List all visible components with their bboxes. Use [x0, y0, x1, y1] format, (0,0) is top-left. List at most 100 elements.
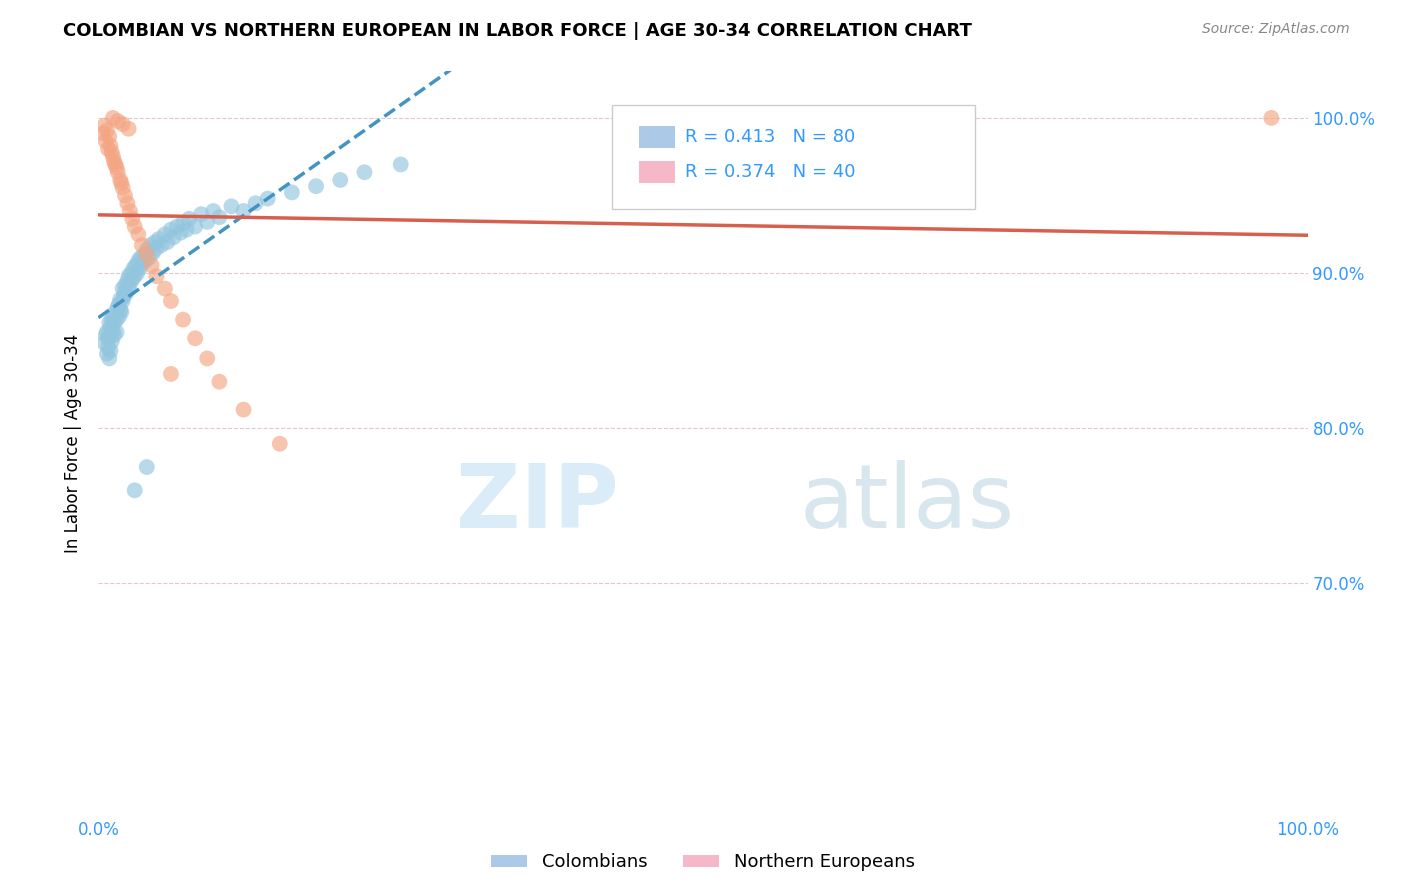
Point: [108, 303, 131, 318]
Point: [97, 331, 120, 345]
Point: [100, 334, 122, 349]
Point: [142, 246, 165, 260]
Point: [121, 272, 143, 286]
Point: [202, 204, 225, 219]
Point: [150, 238, 173, 252]
Point: [103, 316, 125, 330]
Point: [127, 266, 149, 280]
Point: [114, 188, 136, 202]
Point: [190, 207, 212, 221]
Text: atlas: atlas: [800, 460, 1015, 547]
Point: [101, 324, 124, 338]
Point: [93, 119, 115, 133]
Point: [131, 257, 153, 271]
Point: [160, 293, 183, 308]
Point: [103, 154, 125, 169]
Point: [208, 211, 231, 225]
Point: [145, 269, 167, 284]
Point: [107, 114, 129, 128]
Point: [97, 341, 120, 355]
Point: [176, 222, 198, 236]
Point: [97, 142, 120, 156]
Point: [100, 343, 122, 358]
Point: [127, 227, 149, 242]
Point: [98, 351, 121, 366]
Point: [148, 232, 170, 246]
FancyBboxPatch shape: [638, 161, 675, 183]
Point: [107, 165, 129, 179]
Point: [169, 226, 191, 240]
Text: R = 0.374   N = 40: R = 0.374 N = 40: [685, 163, 855, 181]
Point: [138, 251, 160, 265]
Point: [281, 186, 304, 200]
Text: Source: ZipAtlas.com: Source: ZipAtlas.com: [1202, 22, 1350, 37]
Point: [96, 347, 118, 361]
Point: [135, 247, 157, 261]
Point: [93, 335, 115, 350]
Point: [184, 331, 207, 345]
Point: [353, 165, 375, 179]
Point: [96, 123, 118, 137]
Point: [108, 173, 131, 187]
Point: [389, 157, 412, 171]
Legend: Colombians, Northern Europeans: Colombians, Northern Europeans: [484, 847, 922, 879]
Point: [166, 219, 188, 234]
Point: [100, 139, 122, 153]
Point: [135, 460, 157, 475]
Point: [115, 286, 138, 301]
Point: [232, 204, 254, 219]
Point: [208, 375, 231, 389]
Point: [94, 328, 117, 343]
Point: [141, 258, 163, 272]
Point: [105, 161, 128, 175]
Point: [111, 293, 134, 308]
Point: [118, 121, 141, 136]
Point: [121, 211, 143, 226]
Point: [184, 219, 207, 234]
Point: [153, 282, 176, 296]
Point: [117, 196, 139, 211]
Point: [100, 312, 122, 326]
Point: [108, 297, 131, 311]
Point: [111, 180, 134, 194]
Point: [118, 282, 141, 296]
Point: [100, 320, 122, 334]
Point: [135, 243, 157, 257]
Point: [108, 310, 131, 324]
Point: [117, 274, 139, 288]
Point: [125, 258, 148, 272]
Text: R = 0.413   N = 80: R = 0.413 N = 80: [685, 128, 855, 146]
Point: [101, 111, 124, 125]
Text: ZIP: ZIP: [456, 460, 619, 547]
Point: [101, 310, 124, 324]
Y-axis label: In Labor Force | Age 30-34: In Labor Force | Age 30-34: [65, 334, 83, 553]
Point: [143, 235, 166, 249]
Point: [94, 134, 117, 148]
Point: [105, 325, 128, 339]
Point: [124, 483, 146, 498]
Point: [118, 204, 141, 219]
Point: [112, 289, 135, 303]
Point: [104, 157, 127, 171]
Point: [221, 199, 243, 213]
Point: [124, 269, 146, 284]
Point: [305, 179, 328, 194]
Point: [1260, 111, 1282, 125]
Point: [101, 150, 124, 164]
Point: [269, 436, 291, 450]
Point: [135, 253, 157, 268]
Point: [122, 261, 145, 276]
Point: [124, 219, 146, 234]
Point: [232, 402, 254, 417]
Point: [108, 293, 131, 307]
Point: [98, 129, 121, 144]
Point: [131, 238, 153, 252]
Point: [114, 278, 136, 293]
Point: [153, 227, 176, 242]
Point: [98, 316, 121, 330]
Point: [172, 216, 194, 230]
Point: [160, 367, 183, 381]
Point: [162, 230, 184, 244]
Point: [156, 235, 179, 249]
Point: [160, 222, 183, 236]
